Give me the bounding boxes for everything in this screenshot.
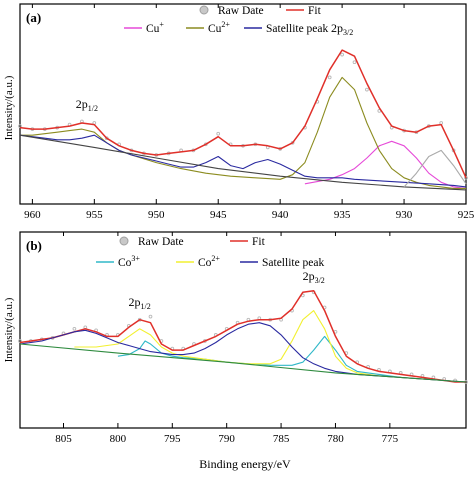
legend-label: Satellite peak xyxy=(266,23,329,35)
legend-entry-satellite-peak: Satellite peak xyxy=(244,23,329,35)
peak-annotation: 2p1/2 xyxy=(129,295,151,311)
x-tick-label: 785 xyxy=(273,433,290,445)
panel-b-ylabel: Intensity/(a.u.) xyxy=(3,297,15,362)
panel-a-frame xyxy=(19,3,467,205)
legend-entry-fit: Fit xyxy=(286,5,322,17)
raw-data-point xyxy=(18,124,22,128)
panel-a-legend: Raw Date Fit Cu+ Cu2+ Satellite peak xyxy=(124,5,329,35)
legend-label: Fit xyxy=(252,236,266,248)
raw-data-point xyxy=(148,314,153,319)
x-tick-label: 960 xyxy=(24,209,41,221)
legend-label: Cu+ xyxy=(146,20,164,35)
series-fit xyxy=(19,49,467,179)
raw-data-point xyxy=(365,87,369,92)
legend-marker xyxy=(199,5,209,15)
panel-b: (b) Intensity/(a.u.) 805 800 795 790 785 780 7… xyxy=(3,231,468,445)
legend-label: Cu2+ xyxy=(208,20,230,35)
peak-annotation: 2p3/2 xyxy=(331,21,353,37)
legend-entry-cu: Cu+ xyxy=(124,20,164,35)
x-tick-label: 935 xyxy=(334,209,351,221)
legend-entry-cu2: Cu2+ xyxy=(186,20,230,35)
raw-data-point xyxy=(340,52,344,57)
x-tick-label: 780 xyxy=(327,433,344,445)
x-tick-label: 795 xyxy=(164,433,181,445)
legend-label: Raw Date xyxy=(138,236,184,248)
x-tick-label: 940 xyxy=(272,209,289,221)
legend-entry-raw-date: Raw Date xyxy=(199,5,264,17)
raw-data-point xyxy=(72,326,77,331)
legend-entry-co2: Co2+ xyxy=(176,254,220,269)
series-cu2 xyxy=(20,76,466,189)
series-background xyxy=(19,134,467,191)
legend-label: Co3+ xyxy=(118,254,140,269)
series-low-sub-peak xyxy=(403,149,467,188)
legend-label: Satellite peak xyxy=(262,257,325,269)
x-tick-label: 955 xyxy=(86,209,103,221)
x-tick-label: 775 xyxy=(382,433,399,445)
panel-a: (a) Intensity/(a.u.) 960 955 950 945 940 935 9… xyxy=(3,3,474,221)
x-tick-label: 945 xyxy=(210,209,227,221)
raw-data-point xyxy=(327,75,332,80)
panel-a-x-ticks: 960 955 950 945 940 935 930 925 xyxy=(24,4,474,221)
raw-data-point xyxy=(216,131,221,136)
panel-b-x-ticks: 805 800 795 790 785 780 775 xyxy=(55,232,399,445)
x-tick-label: 805 xyxy=(55,433,72,445)
raw-data-point xyxy=(352,60,357,65)
legend-label: Raw Date xyxy=(218,5,264,17)
panel-a-label: (a) xyxy=(26,10,41,25)
x-tick-label: 950 xyxy=(148,209,165,221)
panel-b-legend: Raw Date Fit Co3+ Co2+ Satellite peak xyxy=(96,236,325,269)
legend-entry-fit: Fit xyxy=(230,236,266,248)
series-satellite-peak xyxy=(19,322,467,383)
series-fit xyxy=(19,290,466,383)
peak-annotation: 2p1/2 xyxy=(76,97,98,113)
legend-entry-co3: Co3+ xyxy=(96,254,140,269)
series-raw-date xyxy=(18,52,468,180)
series-co3 xyxy=(117,335,467,383)
panel-b-curves xyxy=(18,290,468,384)
panel-a-curves xyxy=(18,49,468,191)
series-satellite-peak xyxy=(19,134,467,188)
x-tick-label: 790 xyxy=(218,433,235,445)
legend-marker xyxy=(119,236,129,246)
panel-a-ylabel: Intensity/(a.u.) xyxy=(3,75,15,140)
x-tick-label: 925 xyxy=(458,209,474,221)
series-cu xyxy=(304,140,467,189)
legend-label: Fit xyxy=(308,5,322,17)
legend-label: Co2+ xyxy=(198,254,220,269)
series-raw-date xyxy=(18,290,468,384)
x-tick-label: 930 xyxy=(396,209,413,221)
peak-annotation: 2p3/2 xyxy=(303,269,325,285)
x-axis-title: Binding energy/eV xyxy=(199,457,291,471)
panel-b-label: (b) xyxy=(26,238,42,253)
legend-entry-raw-date: Raw Date xyxy=(119,236,184,248)
panel-b-frame xyxy=(19,231,467,429)
legend-entry-satellite-peak: Satellite peak xyxy=(240,257,325,269)
x-tick-label: 800 xyxy=(110,433,127,445)
series-background xyxy=(19,343,467,383)
